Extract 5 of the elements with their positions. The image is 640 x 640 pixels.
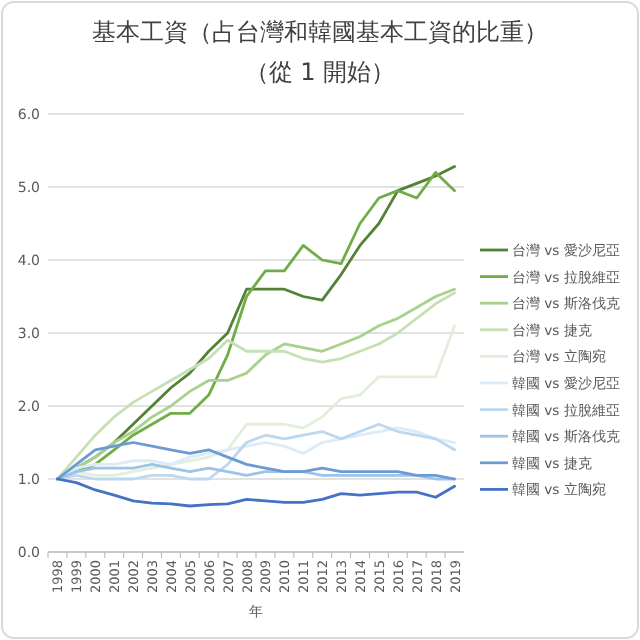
line-series [56,463,456,481]
chart-subtitle: （從 1 開始） [244,58,396,86]
line-series [56,477,456,508]
line-series [56,441,456,481]
chart-title: 基本工資（占台灣和韓國基本工資的比重） [92,18,548,46]
